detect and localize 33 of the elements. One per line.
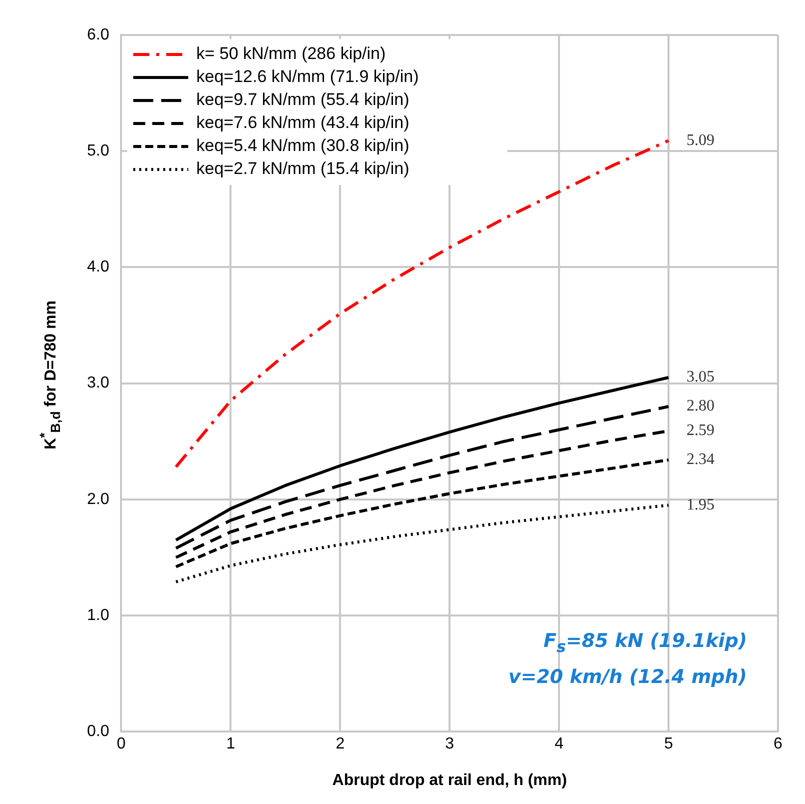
legend-label: keq=2.7 kN/mm (15.4 kip/in) bbox=[196, 159, 410, 178]
x-axis-title: Abrupt drop at rail end, h (mm) bbox=[332, 772, 567, 789]
x-tick-label: 0 bbox=[116, 736, 126, 753]
x-tick-label: 4 bbox=[554, 736, 564, 753]
line-series bbox=[174, 458, 670, 568]
x-tick-label: 3 bbox=[445, 736, 454, 753]
x-tick-label: 2 bbox=[336, 736, 345, 753]
legend-label: keq=12.6 kN/mm (71.9 kip/in) bbox=[196, 67, 419, 86]
data-label: 5.09 bbox=[686, 132, 715, 149]
annotation: F$_{s}$=85 kN (19.1kip) bbox=[542, 629, 747, 658]
data-label: 2.34 bbox=[686, 451, 715, 468]
legend-label: keq=7.6 kN/mm (43.4 kip/in) bbox=[196, 113, 410, 132]
x-tick-label: 6 bbox=[774, 736, 783, 753]
legend-label: keq=5.4 kN/mm (30.8 kip/in) bbox=[196, 136, 410, 156]
x-tick-label: 1 bbox=[226, 736, 236, 753]
line-series bbox=[174, 405, 670, 550]
y-tick-label: 6.0 bbox=[86, 26, 110, 44]
y-tick-label: 0.0 bbox=[86, 723, 110, 740]
annotation: v=20 km/h (12.4 mph) bbox=[508, 665, 747, 690]
legend-label: keq=9.7 kN/mm (55.4 kip/in) bbox=[196, 90, 410, 110]
data-label: 3.05 bbox=[686, 368, 715, 386]
legend-label: k= 50 kN/mm (286 kip/in) bbox=[196, 44, 386, 64]
data-label: 2.59 bbox=[686, 422, 715, 440]
x-tick-label: 5 bbox=[664, 736, 674, 753]
y-tick-label: 2.0 bbox=[86, 490, 110, 508]
data-label: 1.95 bbox=[686, 496, 715, 514]
y-tick-label: 3.0 bbox=[86, 374, 110, 392]
data-label: 2.80 bbox=[686, 398, 715, 415]
y-tick-label: 5.0 bbox=[86, 142, 110, 160]
line-series bbox=[174, 504, 670, 584]
y-tick-label: 4.0 bbox=[86, 258, 110, 276]
y-tick-label: 1.0 bbox=[86, 606, 110, 624]
line-series bbox=[174, 139, 670, 468]
